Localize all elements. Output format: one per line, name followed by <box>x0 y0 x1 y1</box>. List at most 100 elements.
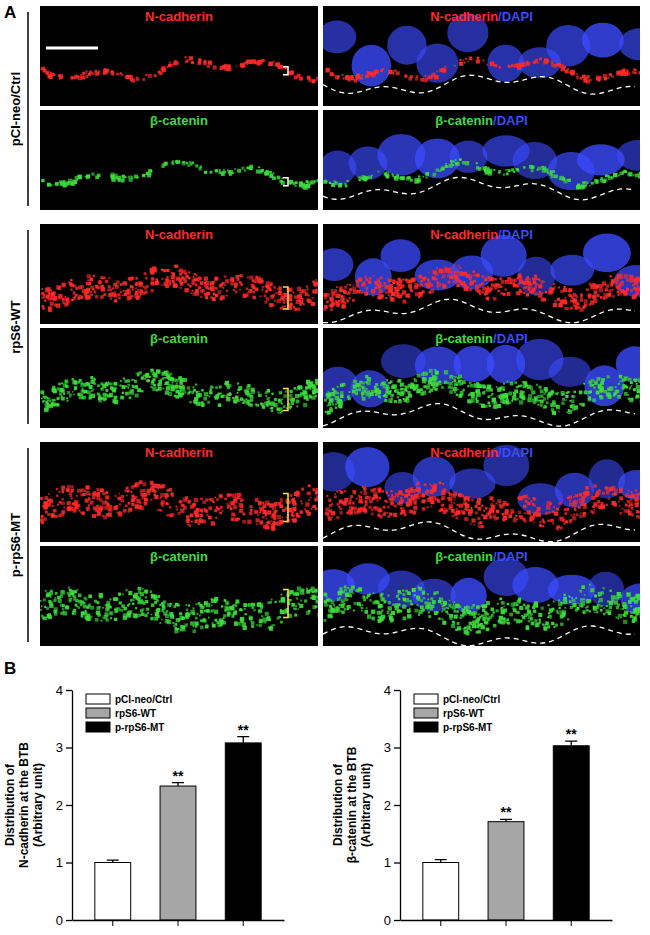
stain-speck <box>533 281 536 284</box>
stain-speck <box>498 66 501 69</box>
stain-speck <box>249 166 253 170</box>
stain-speck <box>50 297 53 300</box>
stain-speck <box>97 174 101 178</box>
stain-speck <box>289 398 292 401</box>
stain-speck <box>560 300 564 304</box>
stain-speck <box>486 64 488 66</box>
stain-speck <box>148 74 152 78</box>
stain-speck <box>278 412 280 414</box>
stain-label: N-cadherin <box>145 9 213 24</box>
stain-speck <box>422 176 424 178</box>
stain-speck <box>398 278 401 281</box>
stain-speck <box>235 275 239 279</box>
stain-speck <box>85 72 87 74</box>
micrograph <box>40 328 318 428</box>
stain-speck <box>554 175 558 179</box>
stain-speck <box>164 269 167 272</box>
stain-speck <box>560 290 563 293</box>
stain-speck <box>544 168 548 172</box>
stain-speck <box>425 176 427 178</box>
stain-speck <box>415 178 417 180</box>
stain-speck <box>531 169 534 172</box>
stain-speck <box>603 297 606 300</box>
stain-speck <box>213 281 216 284</box>
stain-speck <box>179 394 182 397</box>
nucleus <box>513 142 558 179</box>
stain-speck <box>103 293 106 296</box>
stain-speck <box>549 173 552 176</box>
stain-speck <box>294 308 297 311</box>
stain-speck <box>630 289 633 292</box>
scale-bar <box>46 47 98 50</box>
stain-speck <box>464 62 466 64</box>
stain-speck <box>176 160 180 164</box>
stain-speck <box>633 280 635 282</box>
stain-speck <box>142 78 145 81</box>
stain-speck <box>59 74 63 78</box>
stain-speck <box>577 184 580 187</box>
stain-speck <box>366 177 368 179</box>
stain-speck <box>229 393 231 395</box>
stain-speck <box>146 285 149 288</box>
stain-speck <box>145 277 148 280</box>
stain-speck <box>193 273 195 275</box>
stain-speck <box>455 159 457 161</box>
stain-speck <box>258 393 262 397</box>
stain-speck <box>307 288 309 290</box>
stain-speck <box>433 270 437 274</box>
stain-speck <box>623 290 626 293</box>
stain-speck <box>374 281 378 285</box>
stain-speck <box>569 295 572 298</box>
stain-speck <box>136 77 139 80</box>
stain-speck <box>58 383 61 386</box>
stain-speck <box>128 277 132 281</box>
stain-speck <box>316 79 318 81</box>
stain-speck <box>332 295 334 297</box>
stain-speck <box>85 75 88 78</box>
stain-speck <box>518 274 521 277</box>
stain-speck <box>247 384 250 387</box>
stain-speck <box>352 299 355 302</box>
stain-speck <box>523 292 525 294</box>
stain-speck <box>179 273 182 276</box>
stain-speck <box>134 175 138 179</box>
stain-speck <box>316 382 318 385</box>
stain-speck <box>345 77 349 81</box>
stain-speck <box>192 279 195 282</box>
stain-speck <box>161 284 163 286</box>
stain-speck <box>195 164 198 167</box>
stain-speck <box>121 74 123 76</box>
stain-speck <box>210 171 212 173</box>
stain-speck <box>632 294 636 298</box>
stain-speck <box>256 169 260 173</box>
stain-speck <box>299 300 303 304</box>
stain-speck <box>544 58 548 62</box>
stain-speck <box>349 284 351 286</box>
stain-speck <box>400 294 402 296</box>
stain-speck <box>442 168 445 171</box>
stain-speck <box>109 288 112 291</box>
stain-speck <box>548 291 552 295</box>
stain-speck <box>276 299 280 303</box>
stain-speck <box>186 60 189 63</box>
stain-speck <box>396 281 399 284</box>
stain-speck <box>241 167 244 170</box>
stain-speck <box>465 58 467 60</box>
stain-speck <box>203 397 207 401</box>
stain-speck <box>48 183 50 185</box>
stain-speck <box>44 409 46 411</box>
stain-speck <box>210 286 214 290</box>
stain-speck <box>185 275 188 278</box>
stain-speck <box>551 61 553 63</box>
stain-speck <box>513 284 517 288</box>
stain-speck <box>472 270 474 272</box>
stain-speck <box>113 283 117 287</box>
stain-speck <box>490 277 493 280</box>
stain-speck <box>335 75 339 79</box>
stain-speck <box>87 279 89 281</box>
stain-speck <box>445 165 448 168</box>
stain-speck <box>390 297 394 301</box>
stain-speck <box>580 299 583 302</box>
stain-speck <box>281 180 283 182</box>
stain-speck <box>358 278 362 282</box>
